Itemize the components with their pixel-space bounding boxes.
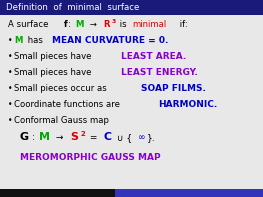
Text: •: •	[8, 68, 13, 77]
Text: Small pieces occur as: Small pieces occur as	[14, 84, 112, 93]
Text: Small pieces have: Small pieces have	[14, 68, 97, 77]
Text: M: M	[75, 20, 84, 29]
Text: 2: 2	[81, 131, 85, 137]
Text: HARMONIC.: HARMONIC.	[158, 100, 217, 109]
Text: Conformal Gauss map: Conformal Gauss map	[14, 116, 109, 125]
Text: M: M	[14, 36, 23, 45]
Text: is: is	[117, 20, 129, 29]
Text: ∞: ∞	[138, 133, 145, 142]
Bar	[115, 189, 263, 197]
Text: LEAST ENERGY.: LEAST ENERGY.	[121, 68, 198, 77]
Bar	[0, 0, 263, 15]
Text: ∪ {: ∪ {	[114, 133, 132, 142]
Text: MEROMORPHIC GAUSS MAP: MEROMORPHIC GAUSS MAP	[20, 153, 161, 162]
Text: f: f	[64, 20, 67, 29]
Bar	[0, 189, 115, 197]
Text: if:: if:	[177, 20, 188, 29]
Text: →: →	[87, 20, 99, 29]
Text: G: G	[20, 132, 29, 142]
Text: A surface: A surface	[8, 20, 51, 29]
Text: 3: 3	[111, 19, 115, 24]
Text: R: R	[103, 20, 109, 29]
Text: →: →	[53, 133, 67, 142]
Text: :: :	[32, 133, 38, 142]
Text: has: has	[25, 36, 45, 45]
Text: Definition  of  minimal  surface: Definition of minimal surface	[6, 3, 139, 12]
Text: LEAST AREA.: LEAST AREA.	[121, 52, 186, 61]
Text: Coordinate functions are: Coordinate functions are	[14, 100, 125, 109]
Text: •: •	[8, 36, 13, 45]
Text: C: C	[104, 132, 112, 142]
Text: M: M	[39, 132, 50, 142]
Text: •: •	[8, 84, 13, 93]
Text: }.: }.	[147, 133, 156, 142]
Text: =: =	[87, 133, 100, 142]
Text: minimal: minimal	[133, 20, 167, 29]
Text: S: S	[70, 132, 78, 142]
Text: •: •	[8, 52, 13, 61]
Text: •: •	[8, 116, 13, 125]
Text: SOAP FILMS.: SOAP FILMS.	[141, 84, 206, 93]
Text: MEAN CURVATURE = 0.: MEAN CURVATURE = 0.	[52, 36, 168, 45]
Text: :: :	[68, 20, 74, 29]
Text: •: •	[8, 100, 13, 109]
Text: Small pieces have: Small pieces have	[14, 52, 97, 61]
